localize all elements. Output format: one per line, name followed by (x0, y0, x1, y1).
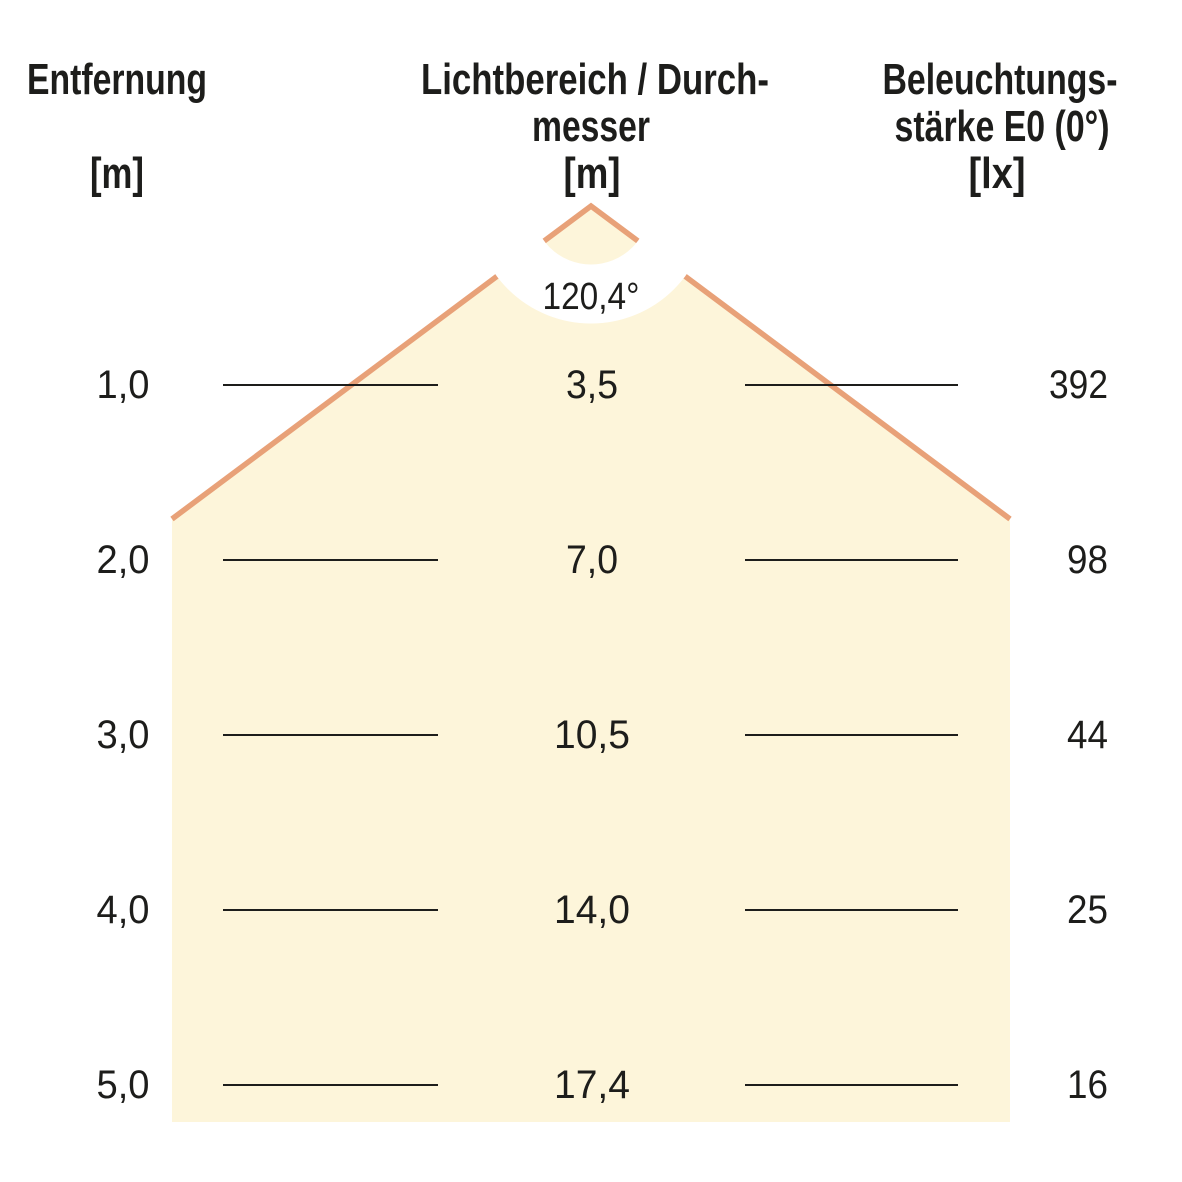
diameter-value: 10,5 (554, 713, 630, 757)
distance-value: 5,0 (97, 1063, 150, 1107)
column-header-distance: Entfernung (27, 55, 207, 104)
table-row: 1,0 3,5 392 (97, 363, 1109, 407)
illuminance-value: 44 (1067, 713, 1108, 757)
column-header-illuminance-line2: stärke E0 (0°) (895, 102, 1110, 151)
illuminance-value: 98 (1067, 538, 1108, 582)
diameter-value: 14,0 (554, 888, 630, 932)
table-row: 2,0 7,0 98 (97, 538, 1109, 582)
beam-angle-gap-ring (473, 88, 709, 324)
diameter-value: 7,0 (566, 538, 618, 582)
illuminance-value: 392 (1049, 363, 1108, 407)
distance-value: 1,0 (97, 363, 150, 407)
distance-value: 4,0 (97, 888, 150, 932)
column-header-illuminance-line1: Beleuchtungs- (883, 55, 1118, 104)
light-cone-edge (170, 202, 1012, 522)
light-cone-fill (172, 206, 1010, 1122)
column-header-diameter-line2: messer (532, 102, 650, 151)
distance-value: 3,0 (97, 713, 150, 757)
column-unit-diameter: [m] (564, 149, 621, 198)
diameter-value: 17,4 (554, 1063, 630, 1107)
column-unit-distance: [m] (90, 149, 144, 198)
table-row: 5,0 17,4 16 (97, 1063, 1109, 1107)
illuminance-value: 25 (1067, 888, 1108, 932)
column-unit-illuminance: [lx] (969, 149, 1026, 198)
diameter-value: 3,5 (566, 363, 618, 407)
table-row: 3,0 10,5 44 (97, 713, 1109, 757)
column-header-diameter-line1: Lichtbereich / Durch- (421, 55, 769, 104)
beam-angle-label: 120,4° (543, 276, 640, 318)
table-row: 4,0 14,0 25 (97, 888, 1109, 932)
distance-value: 2,0 (97, 538, 150, 582)
illuminance-value: 16 (1067, 1063, 1108, 1107)
